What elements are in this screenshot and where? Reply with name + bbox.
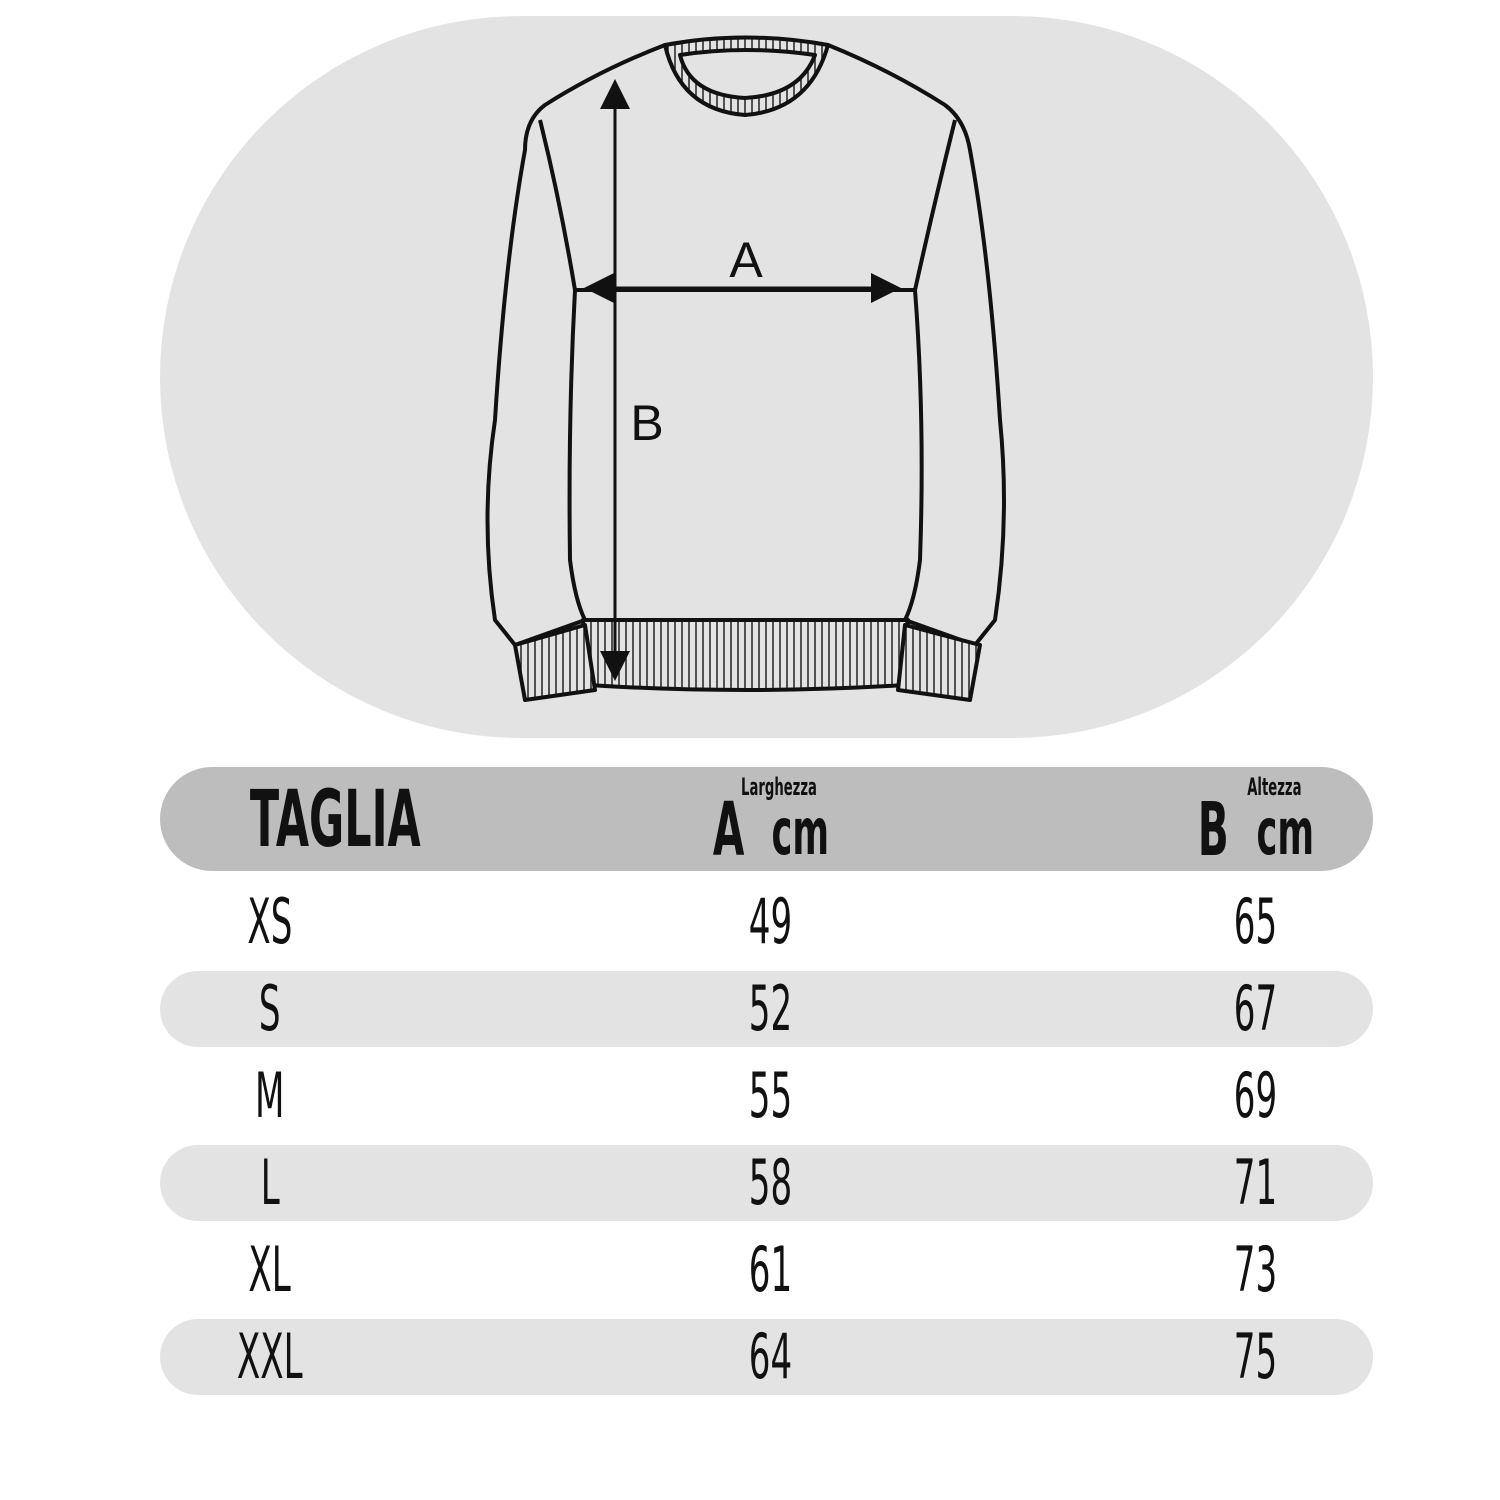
cell-b: 69 xyxy=(1185,1058,1325,1134)
cell-size-text: L xyxy=(260,1146,280,1219)
cell-size: XL xyxy=(200,1232,340,1308)
cell-size-text: M xyxy=(255,1059,285,1132)
cell-b: 67 xyxy=(1185,971,1325,1047)
cell-size: S xyxy=(200,971,340,1047)
cell-a: 49 xyxy=(700,884,840,960)
header-a-letter: A xyxy=(712,787,745,873)
cell-a: 61 xyxy=(700,1232,840,1308)
cell-size-text: XS xyxy=(247,885,293,958)
cell-a-text: 52 xyxy=(748,972,792,1045)
header-a: A Larghezza cm xyxy=(700,775,860,867)
cell-b-text: 67 xyxy=(1233,972,1277,1045)
cell-a: 64 xyxy=(700,1319,840,1395)
cell-b-text: 71 xyxy=(1233,1146,1277,1219)
cell-size-text: XL xyxy=(248,1233,292,1306)
cell-a-text: 49 xyxy=(748,885,792,958)
cell-a-text: 55 xyxy=(748,1059,792,1132)
cell-a: 52 xyxy=(700,971,840,1047)
table-row: L 58 71 xyxy=(160,1145,1373,1221)
cell-size-text: S xyxy=(259,972,281,1045)
cell-size-text: XXL xyxy=(237,1320,303,1393)
cell-a-text: 61 xyxy=(748,1233,792,1306)
header-b-name: Altezza xyxy=(1247,773,1302,801)
cell-size: M xyxy=(200,1058,340,1134)
table-row: XL 61 73 xyxy=(160,1232,1373,1308)
cell-b: 75 xyxy=(1185,1319,1325,1395)
header-a-unit: cm xyxy=(771,796,830,870)
cell-b: 71 xyxy=(1185,1145,1325,1221)
cell-a-text: 64 xyxy=(748,1320,792,1393)
cell-b-text: 65 xyxy=(1233,885,1277,958)
cell-b-text: 73 xyxy=(1233,1233,1277,1306)
label-a: A xyxy=(729,232,763,288)
header-a-name: Larghezza xyxy=(741,773,817,801)
cell-a: 58 xyxy=(700,1145,840,1221)
cell-b-text: 75 xyxy=(1233,1320,1277,1393)
cell-a: 55 xyxy=(700,1058,840,1134)
table-row: S 52 67 xyxy=(160,971,1373,1047)
sweater-illustration: A B xyxy=(485,35,1006,702)
label-b: B xyxy=(630,395,663,451)
cell-size: XS xyxy=(200,884,340,960)
cell-size: XXL xyxy=(200,1319,340,1395)
header-b: B Altezza cm xyxy=(1185,775,1345,867)
cell-b: 73 xyxy=(1185,1232,1325,1308)
cell-b: 65 xyxy=(1185,884,1325,960)
header-b-letter: B xyxy=(1197,787,1229,873)
table-row: XXL 64 75 xyxy=(160,1319,1373,1395)
cell-a-text: 58 xyxy=(748,1146,792,1219)
table-row: M 55 69 xyxy=(160,1058,1373,1134)
cell-b-text: 69 xyxy=(1233,1059,1277,1132)
header-b-unit: cm xyxy=(1256,796,1315,870)
table-header: TAGLIA A Larghezza cm B Altezza cm xyxy=(160,767,1373,871)
cell-size: L xyxy=(200,1145,340,1221)
table-row: XS 49 65 xyxy=(160,884,1373,960)
header-size: TAGLIA xyxy=(249,775,421,865)
